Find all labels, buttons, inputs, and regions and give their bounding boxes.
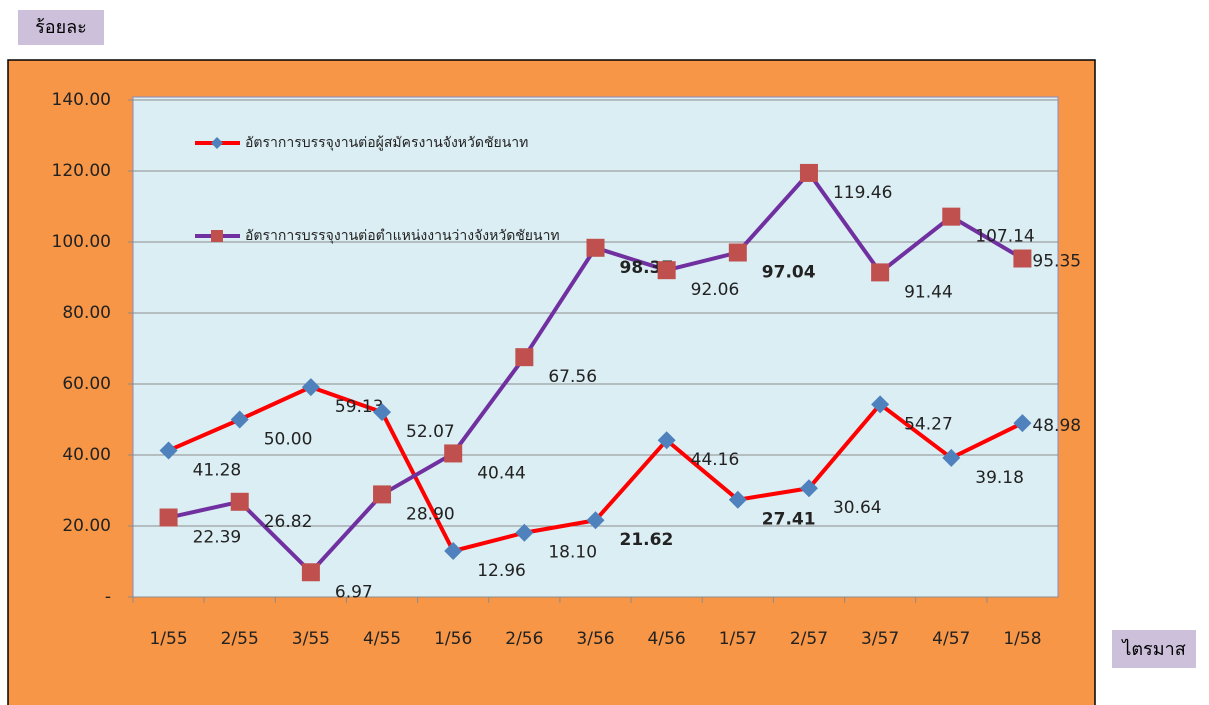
point-marker — [515, 523, 534, 542]
x-tick-label: 2/57 — [790, 629, 828, 649]
point-marker — [586, 511, 605, 530]
x-tick-label: 4/55 — [363, 629, 401, 649]
y-axis-label: ร้อยละ — [35, 17, 87, 38]
value-label: 6.97 — [335, 582, 373, 602]
x-axis-label: ไตรมาส — [1120, 638, 1185, 660]
point-marker — [230, 410, 249, 429]
legend-marker — [211, 137, 223, 149]
x-tick-label: 4/56 — [648, 629, 686, 649]
value-label: 92.06 — [691, 280, 740, 300]
value-label: 97.04 — [762, 263, 816, 283]
value-label: 44.16 — [691, 450, 740, 470]
y-tick-label: 60.00 — [62, 374, 111, 394]
x-tick-label: 3/57 — [861, 629, 899, 649]
x-tick-label: 3/55 — [292, 629, 330, 649]
point-marker — [301, 563, 320, 582]
point-marker — [586, 238, 605, 257]
value-label: 54.27 — [904, 414, 953, 434]
point-marker — [515, 348, 534, 367]
point-marker — [657, 431, 676, 450]
point-marker — [871, 395, 890, 414]
value-label: 21.62 — [620, 530, 674, 550]
value-label: 48.98 — [1032, 416, 1081, 436]
legend-label: อัตราการบรรจุงานต่อตำแหน่งงานว่างจังหวัด… — [245, 228, 560, 244]
point-marker — [799, 479, 818, 498]
point-marker — [373, 485, 392, 504]
value-label: 40.44 — [477, 463, 526, 483]
x-tick-label: 2/56 — [505, 629, 543, 649]
x-tick-label: 3/56 — [576, 629, 614, 649]
x-tick-label: 1/57 — [719, 629, 757, 649]
point-marker — [871, 263, 890, 282]
y-tick-label: 40.00 — [62, 445, 111, 465]
point-marker — [942, 448, 961, 467]
legend-marker — [211, 230, 223, 242]
point-marker — [230, 492, 249, 511]
value-label: 95.35 — [1032, 252, 1081, 272]
value-label: 50.00 — [264, 430, 313, 450]
y-label-box — [18, 10, 104, 45]
y-tick-label: 120.00 — [52, 161, 111, 181]
point-marker — [159, 508, 178, 527]
value-label: 28.90 — [406, 504, 455, 524]
point-marker — [1013, 249, 1032, 268]
x-tick-label: 2/55 — [221, 629, 259, 649]
point-marker — [159, 441, 178, 460]
value-label: 119.46 — [833, 183, 892, 203]
point-marker — [799, 163, 818, 182]
value-label: 12.96 — [477, 561, 526, 581]
x-tick-label: 1/56 — [434, 629, 472, 649]
x-tick-label: 1/55 — [149, 629, 187, 649]
x-label-box — [1112, 630, 1196, 668]
value-label: 41.28 — [193, 460, 242, 480]
legend-label: อัตราการบรรจุงานต่อผู้สมัครงานจังหวัดชัย… — [245, 135, 528, 151]
y-tick-label: 140.00 — [52, 90, 111, 110]
value-label: 67.56 — [548, 367, 597, 387]
point-marker — [728, 243, 747, 262]
value-label: 27.41 — [762, 510, 816, 530]
y-tick-label: 100.00 — [52, 232, 111, 252]
y-tick-label: 80.00 — [62, 303, 111, 323]
value-label: 26.82 — [264, 512, 313, 532]
point-marker — [373, 403, 392, 422]
point-marker — [657, 261, 676, 280]
point-marker — [444, 541, 463, 560]
value-label: 18.10 — [548, 543, 597, 563]
value-label: 52.07 — [406, 422, 455, 442]
point-marker — [444, 444, 463, 463]
point-marker — [728, 490, 747, 509]
x-tick-label: 4/57 — [932, 629, 970, 649]
value-label: 59.13 — [335, 397, 384, 417]
value-label: 91.44 — [904, 282, 953, 302]
point-marker — [1013, 414, 1032, 433]
point-marker — [942, 207, 961, 226]
value-label: 22.39 — [193, 528, 242, 548]
y-tick-label: 20.00 — [62, 516, 111, 536]
x-tick-label: 1/58 — [1003, 629, 1041, 649]
value-label: 30.64 — [833, 498, 882, 518]
value-label: 107.14 — [975, 227, 1034, 247]
point-marker — [301, 378, 320, 397]
y-tick-label: - — [105, 587, 111, 607]
value-label: 39.18 — [975, 468, 1024, 488]
